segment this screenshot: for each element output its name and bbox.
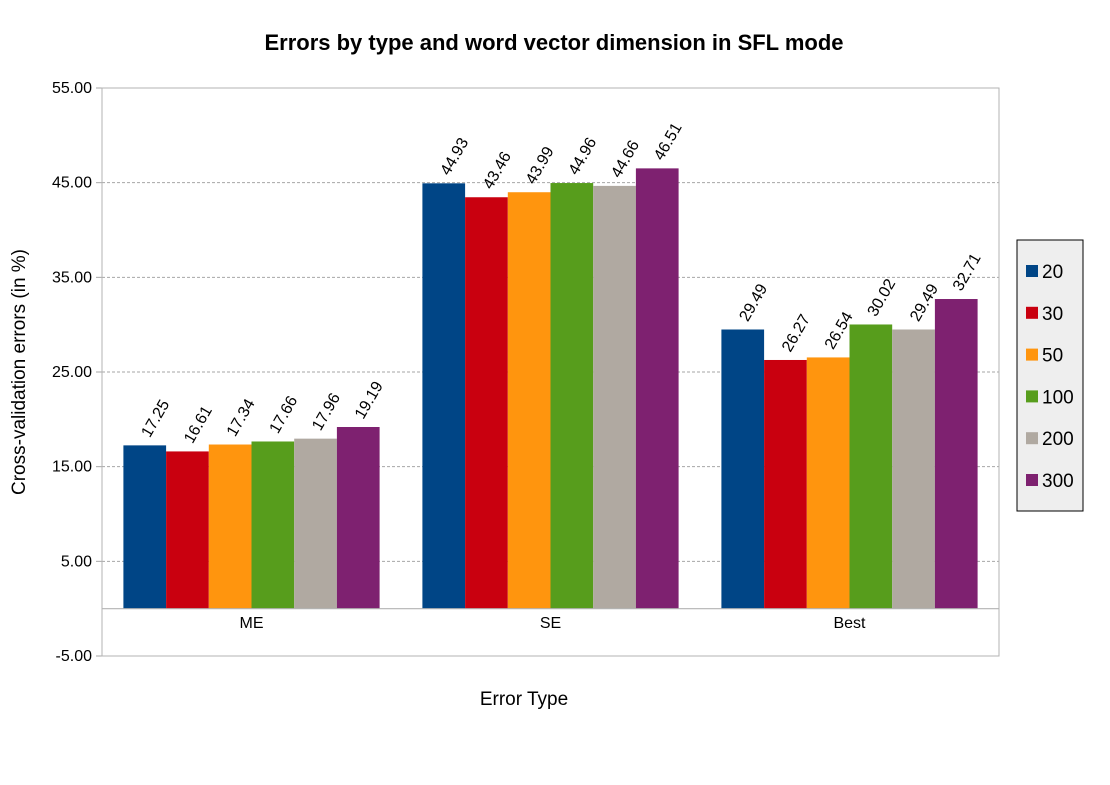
y-tick-label: -5.00: [56, 648, 93, 665]
legend: 20 30 50 100 200 300: [1016, 239, 1084, 512]
x-tick-label: ME: [240, 615, 264, 632]
legend-label: 20: [1042, 262, 1063, 283]
data-label: 19.19: [352, 379, 387, 422]
y-tick-label: 35.00: [52, 269, 92, 286]
data-label: 17.66: [267, 393, 302, 436]
plot-area-border: [101, 87, 1000, 657]
legend-swatch: [1026, 474, 1038, 486]
data-label: 44.93: [437, 135, 472, 178]
legend-swatch: [1026, 306, 1038, 319]
bar-se-300: [635, 168, 679, 609]
legend-label: 30: [1042, 304, 1063, 325]
bar-me-20: [123, 445, 167, 609]
x-tick-label: SE: [540, 615, 561, 632]
bar-best-20: [721, 329, 765, 609]
bar-se-30: [465, 197, 508, 609]
bar-se-100: [550, 183, 594, 609]
data-label: 46.51: [651, 120, 686, 163]
bar-best-100: [849, 324, 893, 609]
x-axis-title: Error Type: [480, 689, 568, 710]
legend-swatch: [1026, 265, 1038, 277]
data-label: 30.02: [865, 276, 900, 319]
data-label: 26.27: [779, 312, 814, 355]
y-axis-title: Cross-validation errors (in %): [9, 249, 30, 495]
bar-me-100: [251, 441, 295, 609]
data-label: 17.25: [138, 397, 173, 440]
legend-swatch: [1026, 390, 1038, 403]
axes: -5.00 5.00 15.00 25.00 35.00 45.00 55.00 ME SE Be…: [52, 80, 1000, 665]
bar-se-200: [593, 185, 636, 609]
data-label: 17.34: [224, 396, 259, 439]
legend-swatch: [1026, 432, 1038, 445]
data-label: 44.96: [566, 135, 601, 178]
bar-me-200: [294, 438, 337, 609]
x-tick-label: Best: [833, 615, 866, 632]
data-label: 43.99: [523, 144, 558, 187]
y-tick-label: 15.00: [52, 459, 92, 476]
bar-best-200: [892, 329, 935, 609]
bar-me-30: [166, 451, 209, 609]
data-label: 29.49: [736, 281, 771, 324]
bar-best-300: [934, 299, 978, 609]
legend-swatch: [1026, 348, 1038, 361]
legend-box: [1016, 239, 1084, 512]
data-label: 32.71: [950, 251, 985, 294]
chart-title: Errors by type and word vector dimension…: [264, 30, 843, 55]
legend-label: 100: [1042, 387, 1074, 408]
legend-label: 200: [1042, 429, 1074, 450]
legend-label: 50: [1042, 346, 1063, 367]
data-label: 16.61: [181, 403, 216, 446]
y-tick-label: 5.00: [61, 553, 92, 570]
y-tick-label: 55.00: [52, 80, 92, 97]
bar-se-20: [422, 183, 466, 609]
bar-best-50: [806, 357, 850, 609]
legend-label: 300: [1042, 471, 1074, 492]
bar-me-300: [336, 427, 380, 609]
bar-me-50: [208, 444, 252, 609]
bar-best-30: [764, 359, 807, 609]
data-label: 43.46: [480, 149, 515, 192]
y-tick-label: 45.00: [52, 175, 92, 192]
y-tick-label: 25.00: [52, 364, 92, 381]
bars: [123, 168, 978, 609]
bar-se-50: [507, 192, 551, 609]
